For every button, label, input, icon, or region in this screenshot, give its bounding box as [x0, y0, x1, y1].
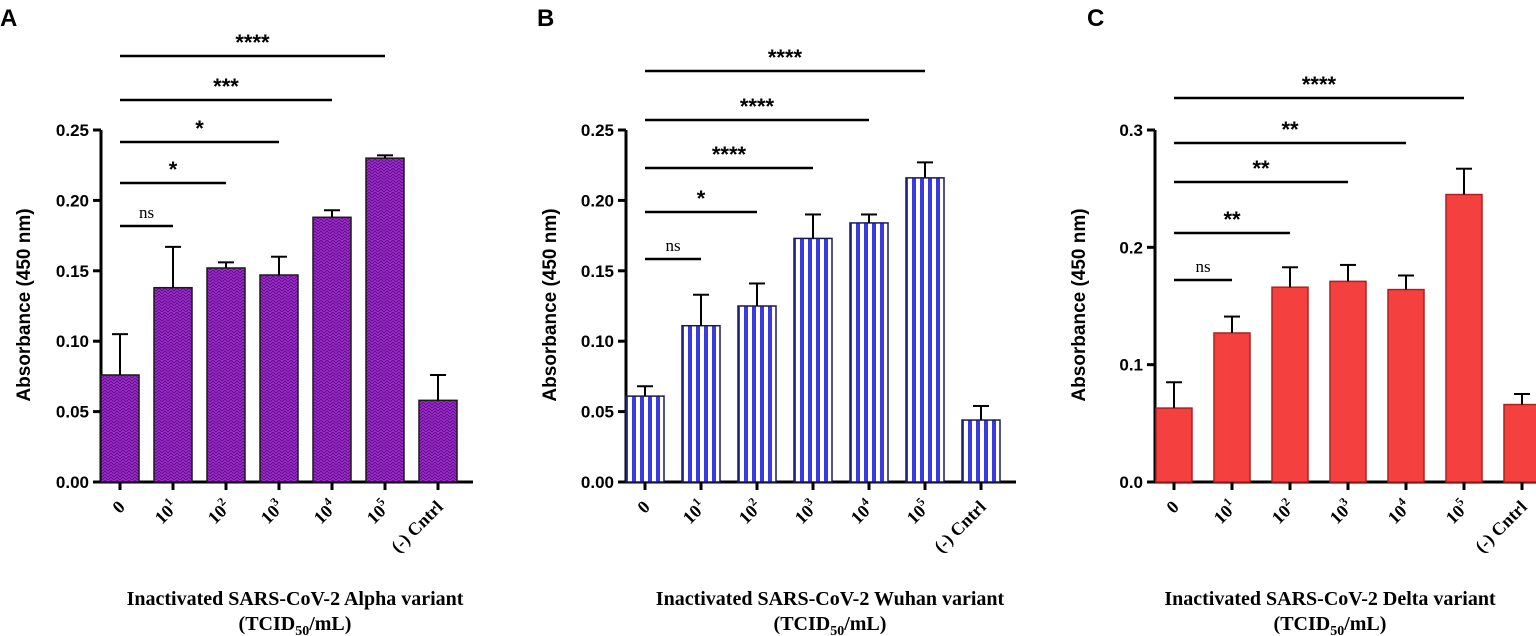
x-tick-label: 102 — [1266, 495, 1299, 528]
x-axis-unit-label: (TCID50/mL) — [774, 613, 887, 636]
panel-b: B 0.00 0.05 0.10 0.15 0.20 0.25 Absorbance (450… — [537, 5, 1016, 636]
x-axis-unit-label: (TCID50/mL) — [1274, 613, 1387, 636]
bar — [312, 216, 352, 483]
bar — [100, 374, 140, 483]
y-tick-label: 0.05 — [56, 403, 89, 422]
x-tick-label: 0 — [108, 497, 129, 518]
bar — [1387, 288, 1425, 483]
y-tick-label: 0.15 — [56, 262, 89, 281]
bar — [153, 286, 193, 483]
x-tick-label: 101 — [677, 495, 710, 528]
x-axis-label: Inactivated SARS-CoV-2 Delta variant — [1164, 588, 1496, 610]
significance-label: *** — [213, 74, 239, 99]
x-tick-label: 105 — [361, 495, 394, 528]
x-tick-label: 102 — [202, 495, 235, 528]
bar — [1445, 193, 1483, 483]
x-tick-label: 0 — [633, 497, 654, 518]
y-tick-label: 0.25 — [56, 121, 89, 140]
bar — [1213, 332, 1251, 483]
significance-label: ** — [1281, 117, 1299, 142]
panel-letter: A — [0, 5, 17, 32]
panel-letter: C — [1087, 5, 1104, 32]
bar — [1271, 286, 1309, 483]
y-tick-label: 0.00 — [56, 473, 89, 492]
y-tick-label: 0.2 — [1119, 238, 1143, 257]
bar — [1503, 403, 1536, 483]
x-tick-label: (-) Cntrl — [930, 497, 990, 557]
y-tick-label: 0.05 — [581, 403, 614, 422]
significance-label: ns — [139, 203, 154, 222]
y-tick-label: 0.20 — [56, 191, 89, 210]
x-tick-label: (-) Cntrl — [1471, 497, 1531, 557]
x-tick-label: 104 — [1382, 495, 1415, 528]
y-tick-label: 0.10 — [581, 332, 614, 351]
y-axis-label: Absorbance (450 nm) — [540, 208, 561, 401]
bar — [737, 305, 777, 483]
x-tick-label: (-) Cntrl — [387, 497, 447, 557]
significance-label: * — [195, 116, 204, 141]
x-tick-label: 105 — [1440, 495, 1473, 528]
y-tick-label: 0.1 — [1119, 356, 1143, 375]
y-axis-label: Absorbance (450 nm) — [1069, 208, 1090, 401]
bar — [259, 274, 299, 483]
significance-label: **** — [712, 142, 747, 167]
significance-label: **** — [1302, 72, 1337, 97]
y-tick-label: 0.15 — [581, 262, 614, 281]
x-tick-label: 103 — [255, 495, 288, 528]
y-tick-label: 0.3 — [1119, 121, 1143, 140]
y-axis-label: Absorbance (450 nm) — [14, 208, 35, 401]
x-axis-label: Inactivated SARS-CoV-2 Wuhan variant — [656, 588, 1005, 610]
x-tick-label: 102 — [733, 495, 766, 528]
significance-label: ** — [1223, 207, 1241, 232]
x-axis-unit-label: (TCID50/mL) — [239, 613, 352, 636]
x-tick-label: 104 — [845, 495, 878, 528]
y-tick-label: 0.10 — [56, 332, 89, 351]
panel-c: C 0.0 0.1 0.2 0.3 Absorbance (450 nm) 0 101 102 1… — [1069, 5, 1536, 636]
panel-a: A 0.00 0.05 0.10 0.15 0.20 0.25 Absorbance (450… — [0, 5, 473, 636]
bar — [625, 395, 665, 483]
bar — [905, 177, 945, 483]
bar — [206, 267, 246, 483]
y-tick-label: 0.20 — [581, 191, 614, 210]
significance-label: **** — [235, 30, 270, 55]
significance-label: ** — [1252, 156, 1270, 181]
y-tick-label: 0.25 — [581, 121, 614, 140]
x-tick-label: 0 — [1162, 497, 1183, 518]
panel-letter: B — [537, 5, 554, 32]
bar — [793, 237, 833, 483]
bar — [849, 222, 889, 483]
x-tick-label: 104 — [308, 495, 341, 528]
significance-label: ns — [1195, 257, 1210, 276]
x-axis-label: Inactivated SARS-CoV-2 Alpha variant — [127, 588, 464, 610]
y-tick-label: 0.00 — [581, 473, 614, 492]
bar — [1329, 280, 1367, 483]
bar — [961, 419, 1001, 483]
y-tick-label: 0.0 — [1119, 473, 1143, 492]
x-tick-label: 103 — [1324, 495, 1357, 528]
x-tick-label: 101 — [1208, 495, 1241, 528]
significance-label: **** — [768, 45, 803, 70]
significance-label: * — [697, 186, 706, 211]
bar — [1155, 407, 1193, 483]
significance-label: **** — [740, 94, 775, 119]
x-tick-label: 105 — [901, 495, 934, 528]
x-tick-label: 101 — [149, 495, 182, 528]
significance-label: * — [169, 157, 178, 182]
bar — [418, 399, 458, 483]
x-tick-label: 103 — [789, 495, 822, 528]
bar — [365, 157, 405, 483]
bar — [681, 324, 721, 483]
significance-label: ns — [665, 236, 680, 255]
